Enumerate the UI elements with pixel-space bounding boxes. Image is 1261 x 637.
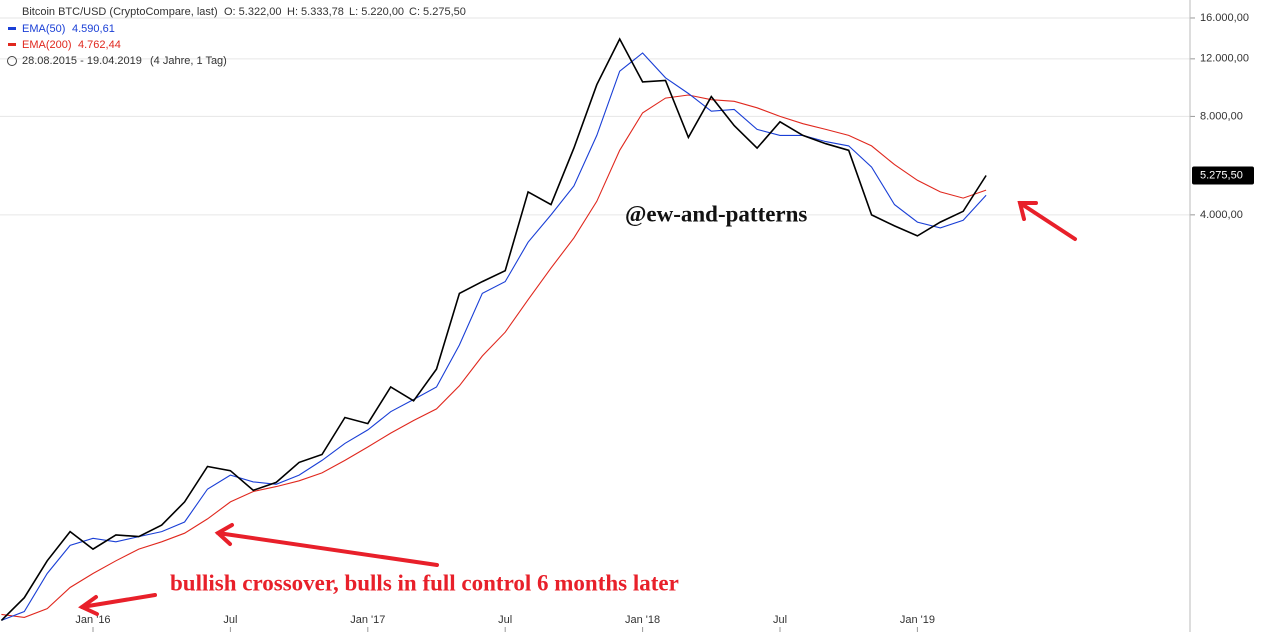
legend-value: 4.590,61 [72, 23, 115, 35]
x-tick-label: Jan '19 [900, 614, 935, 626]
x-tick-label: Jan '18 [625, 614, 660, 626]
legend-swatch [8, 27, 16, 30]
x-tick-label: Jul [773, 614, 787, 626]
span: (4 Jahre, 1 Tag) [150, 55, 227, 67]
x-tick-label: Jan '16 [75, 614, 110, 626]
legend-value: 4.762,44 [78, 39, 121, 51]
price-tag [1192, 166, 1254, 185]
series-line [1, 94, 987, 618]
annotation: bullish crossover, bulls in full control… [170, 570, 679, 595]
y-tick-label: 8.000,00 [1200, 110, 1243, 122]
series-line [0, 37, 987, 621]
arrow [1017, 201, 1077, 241]
y-tick-label: 4.000,00 [1200, 209, 1243, 221]
y-tick-label: 12.000,00 [1200, 53, 1249, 65]
series-line [1, 52, 987, 621]
legend-swatch [8, 43, 16, 46]
price-tag-label: 5.275,50 [1200, 169, 1243, 181]
plot: 5.275,50 [0, 37, 1254, 621]
x-tick-label: Jul [223, 614, 237, 626]
arrow [214, 523, 439, 567]
arrow [78, 593, 157, 616]
series-name: Bitcoin BTC/USD (CryptoCompare, last) [22, 6, 218, 18]
x-tick-label: Jul [498, 614, 512, 626]
y-tick-label: 16.000,00 [1200, 12, 1249, 24]
stat: C: 5.275,50 [409, 6, 466, 18]
stat: L: 5.220,00 [349, 6, 404, 18]
legend-label: EMA(200) [22, 39, 72, 51]
stat: O: 5.322,00 [224, 6, 282, 18]
clock-icon [7, 56, 17, 66]
x-tick-label: Jan '17 [350, 614, 385, 626]
legend-label: EMA(50) [22, 23, 65, 35]
stat: H: 5.333,78 [287, 6, 344, 18]
watermark: @ew-and-patterns [625, 201, 807, 227]
header: Bitcoin BTC/USD (CryptoCompare, last) O:… [7, 6, 466, 67]
date-range: 28.08.2015 - 19.04.2019 [22, 55, 142, 67]
arrows [78, 201, 1077, 616]
